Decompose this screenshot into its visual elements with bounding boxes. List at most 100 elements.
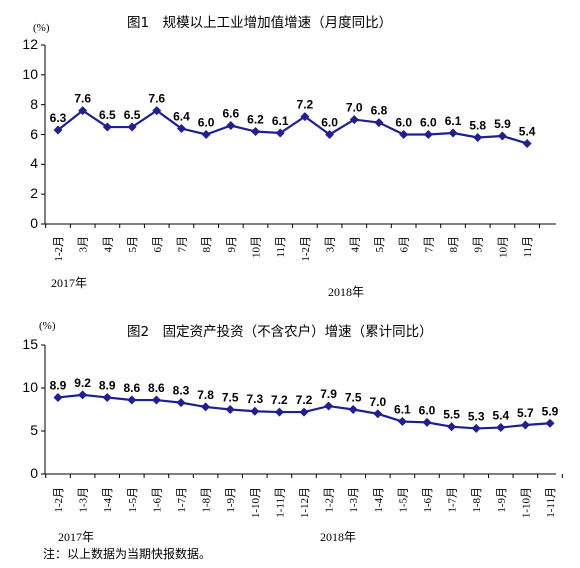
chart1-x-tick-label: 10月 <box>497 236 509 258</box>
chart2-point <box>127 395 137 405</box>
chart2-data-label: 7.0 <box>369 395 386 409</box>
chart1-x-tick-label: 7月 <box>176 236 188 253</box>
chart2-data-label: 8.6 <box>123 381 140 395</box>
chart1-point <box>448 128 458 138</box>
chart2-y-tick-label: 10 <box>22 379 38 395</box>
chart2-data-label: 5.7 <box>517 406 534 420</box>
chart2-y-tick-label: 0 <box>30 465 38 481</box>
chart2-y-tick-label: 15 <box>22 336 38 352</box>
chart1-point <box>275 128 285 138</box>
chart1-point <box>251 127 261 137</box>
chart2-unit: (%) <box>39 320 56 332</box>
chart2-point <box>176 398 186 408</box>
chart1-data-label: 6.5 <box>124 108 141 122</box>
chart1-data-label: 6.2 <box>247 113 264 127</box>
chart2-point <box>225 405 235 414</box>
chart2-x-tick-label: 1-7月 <box>176 487 188 513</box>
chart2-x-tick-label: 1-6月 <box>151 487 163 513</box>
chart1-data-label: 6.1 <box>272 114 289 128</box>
chart2-data-label: 8.9 <box>99 378 116 392</box>
chart1-x-tick-label: 6月 <box>152 236 164 253</box>
chart2-point <box>397 417 407 427</box>
chart1-point <box>152 106 162 116</box>
chart2-data-label: 7.5 <box>345 391 362 405</box>
chart1-x-tick-label: 5月 <box>374 236 386 253</box>
chart2-y-tick-label: 5 <box>30 422 38 438</box>
chart2-data-label: 7.3 <box>246 392 263 406</box>
chart2-x-tick-label: 1-8月 <box>201 487 213 513</box>
chart1-x-tick-label: 9月 <box>226 236 238 253</box>
chart1-y-tick-label: 10 <box>22 65 38 82</box>
chart1-x-tick-label: 5月 <box>127 236 139 253</box>
chart2-x-tick-label: 1-8月 <box>471 487 483 513</box>
chart1-y-tick-label: 8 <box>30 95 38 112</box>
chart2-title: 图2 固定资产投资（不含农户）增速（累计同比） <box>127 324 433 340</box>
chart1-point <box>349 115 359 125</box>
chart1-x-tick-label: 8月 <box>201 236 213 253</box>
chart2-point <box>545 418 555 428</box>
chart2-point <box>447 422 457 432</box>
chart2-x-tick-label: 1-11月 <box>545 487 557 518</box>
chart1-x-tick-label: 3月 <box>325 236 337 253</box>
chart2-x-tick-label: 1-3月 <box>348 487 360 513</box>
chart1-data-label: 7.2 <box>297 98 314 112</box>
chart2-point <box>201 402 211 412</box>
chart1-x-tick-label: 1-2月 <box>300 236 312 262</box>
chart1-x-tick-label: 11月 <box>522 236 534 258</box>
chart2-data-label: 5.3 <box>468 409 485 423</box>
chart1-x-tick-label: 6月 <box>399 236 411 253</box>
chart1-data-label: 6.3 <box>50 111 67 125</box>
chart2-x-tick-label: 1-9月 <box>496 487 508 513</box>
chart1-data-label: 6.0 <box>395 116 412 130</box>
chart1-y-tick-label: 4 <box>30 155 38 172</box>
chart1-point <box>522 138 532 148</box>
chart1-x-tick-label: 4月 <box>349 236 361 253</box>
chart2-data-label: 7.5 <box>222 391 239 405</box>
chart2-x-tick-label: 1-3月 <box>78 487 90 513</box>
chart2-point <box>250 406 260 416</box>
chart2-x-tick-label: 1-11月 <box>274 487 286 518</box>
chart2-data-label: 9.2 <box>74 376 91 390</box>
chart2-point <box>324 401 334 411</box>
chart1-data-label: 7.6 <box>148 92 165 106</box>
chart2-point <box>471 423 481 433</box>
chart1-y-tick-label: 0 <box>30 215 38 231</box>
chart1-x-tick-label: 7月 <box>423 236 435 253</box>
chart1-x-tick-label: 10月 <box>251 236 263 258</box>
chart1-point <box>127 122 137 132</box>
chart1-point <box>53 125 63 135</box>
chart1-y-tick-label: 6 <box>30 125 38 142</box>
chart2-x-tick-label: 1-12月 <box>299 487 311 518</box>
chart2-point <box>151 395 161 405</box>
chart2-data-label: 8.6 <box>148 381 165 395</box>
chart1-data-label: 5.8 <box>469 118 486 132</box>
chart2-data-label: 8.3 <box>173 384 190 398</box>
chart2-data-label: 5.9 <box>542 404 559 418</box>
chart2-x-tick-label: 1-7月 <box>447 487 459 513</box>
chart1-data-label: 5.9 <box>494 117 511 131</box>
chart1-year-2017: 2017年 <box>51 276 88 290</box>
chart1-title: 图1 规模以上工业增加值增速（月度同比） <box>127 15 393 31</box>
chart2-point <box>422 417 432 427</box>
chart1-point <box>399 130 409 139</box>
chart1-y-tick-label: 12 <box>22 36 38 52</box>
chart2-year-2018: 2018年 <box>320 530 357 544</box>
chart2-point <box>53 392 63 402</box>
chart1-y-tick-label: 2 <box>30 185 38 202</box>
chart1-point <box>201 130 211 139</box>
chart1-point <box>300 112 310 122</box>
chart1-point <box>78 106 88 116</box>
chart1-point <box>423 130 433 139</box>
chart1-data-label: 6.0 <box>420 116 437 130</box>
chart1-data-label: 6.5 <box>99 108 116 122</box>
chart1-point <box>374 118 384 128</box>
chart2-year-2017: 2017年 <box>58 530 95 544</box>
chart1-x-tick-label: 3月 <box>78 236 90 253</box>
chart1-data-label: 6.1 <box>445 114 462 128</box>
chart2-point <box>299 407 309 417</box>
chart2-x-tick-label: 1-9月 <box>225 487 237 513</box>
chart2-point <box>274 407 284 417</box>
chart1-data-label: 6.4 <box>173 110 190 124</box>
chart2-point <box>496 423 506 433</box>
